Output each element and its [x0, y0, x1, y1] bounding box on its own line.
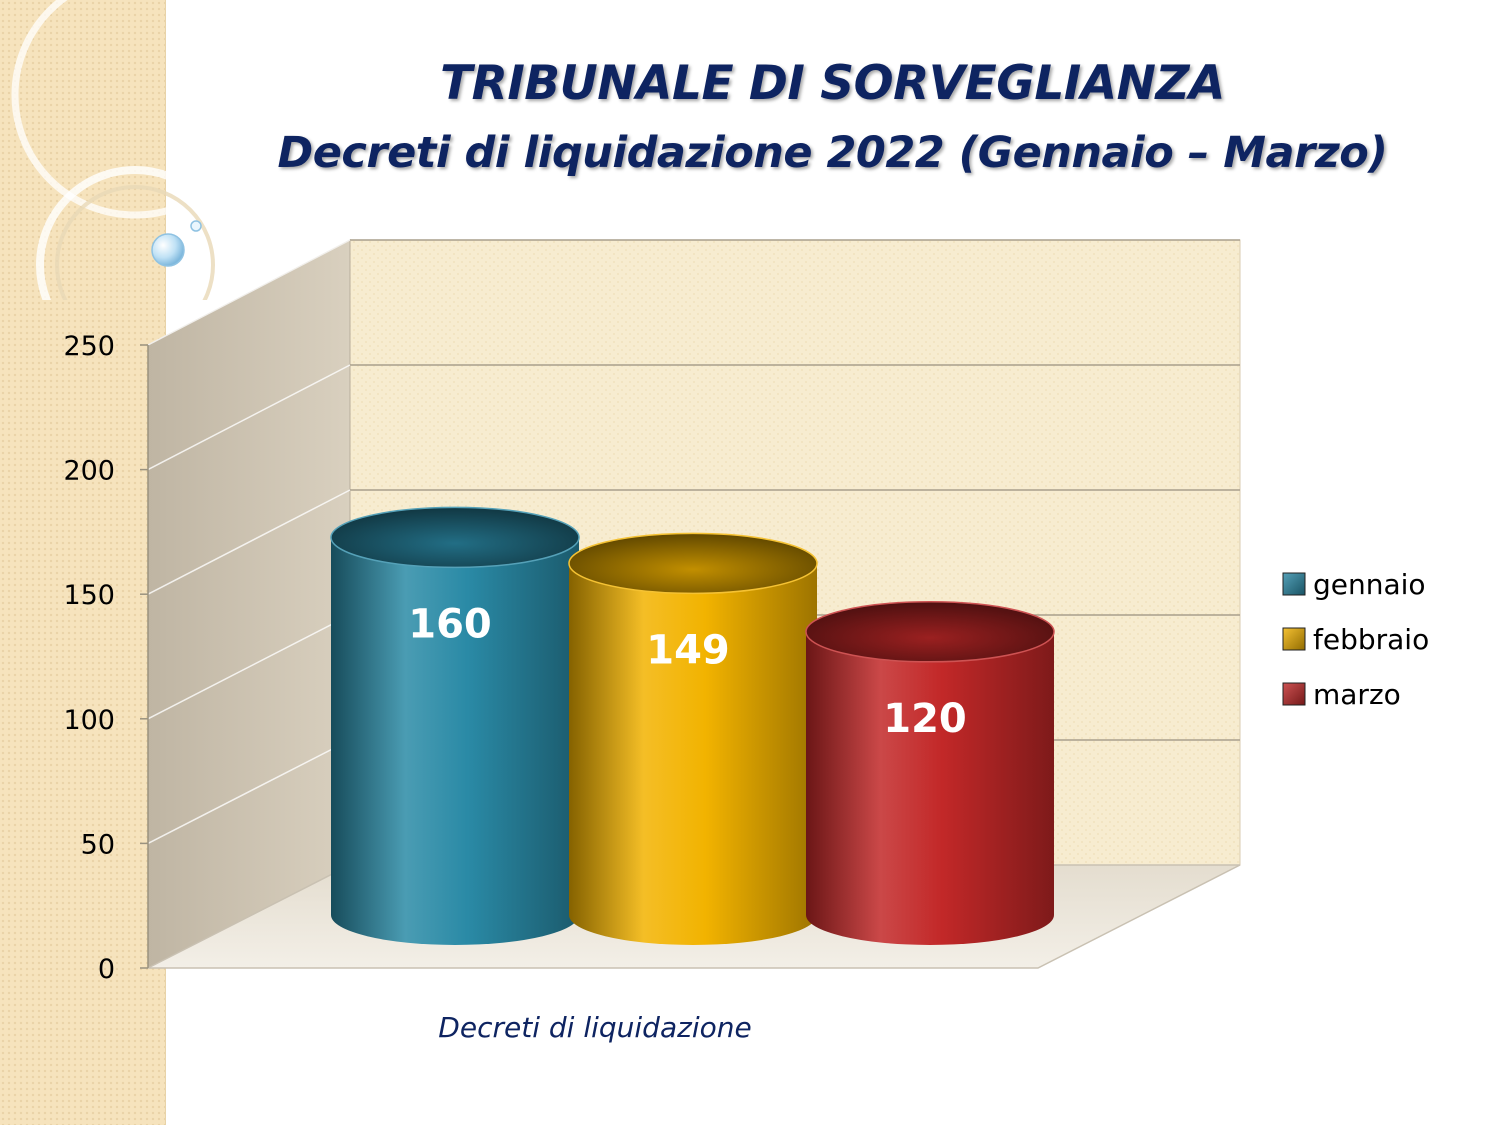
gridline-side-2: [147, 614, 351, 720]
bar-top-marzo: [805, 601, 1055, 663]
y-tick-label-5: 250: [63, 331, 115, 362]
y-tick-label-1: 50: [81, 829, 115, 860]
gridline-side-4: [147, 364, 351, 471]
legend-swatch-febbraio: [1282, 627, 1306, 651]
y-tick-label-3: 150: [63, 580, 115, 611]
x-category-label: Decreti di liquidazione: [438, 1011, 751, 1044]
legend: gennaio febbraio marzo: [1282, 568, 1429, 711]
legend-label-gennaio: gennaio: [1313, 568, 1426, 601]
bar-top-febbraio: [568, 532, 818, 595]
bar-body-marzo: [806, 631, 1054, 945]
bar-top-gennaio: [330, 506, 580, 569]
y-axis-ticks: 0 50 100 150 200 250: [63, 331, 149, 985]
data-label-gennaio: 160: [408, 601, 492, 647]
gridline-side-5: [147, 239, 351, 346]
decorative-circles: [11, 0, 230, 300]
legend-label-marzo: marzo: [1313, 678, 1401, 711]
legend-label-febbraio: febbraio: [1313, 623, 1429, 656]
legend-swatch-marzo: [1282, 682, 1306, 706]
slide-title: TRIBUNALE DI SORVEGLIANZA: [440, 56, 1225, 111]
gridline-side-3: [147, 489, 351, 595]
bar-febbraio: [568, 532, 818, 945]
gridline-side-1: [147, 739, 351, 845]
data-label-marzo: 120: [883, 696, 967, 742]
data-label-febbraio: 149: [646, 627, 730, 673]
y-tick-label-4: 200: [63, 456, 115, 487]
bar-marzo: [805, 601, 1055, 945]
y-tick-label-2: 100: [63, 705, 115, 736]
bars: [330, 506, 1055, 945]
legend-swatch-gennaio: [1282, 572, 1306, 596]
bar-body-febbraio: [569, 563, 817, 945]
bar-body-gennaio: [331, 537, 579, 945]
data-labels: 160 149 120: [408, 601, 967, 741]
chart-side-wall: [147, 239, 351, 969]
slide-subtitle: Decreti di liquidazione 2022 (Gennaio – …: [277, 128, 1388, 178]
y-tick-label-0: 0: [98, 954, 115, 985]
bar-gennaio: [330, 506, 580, 945]
